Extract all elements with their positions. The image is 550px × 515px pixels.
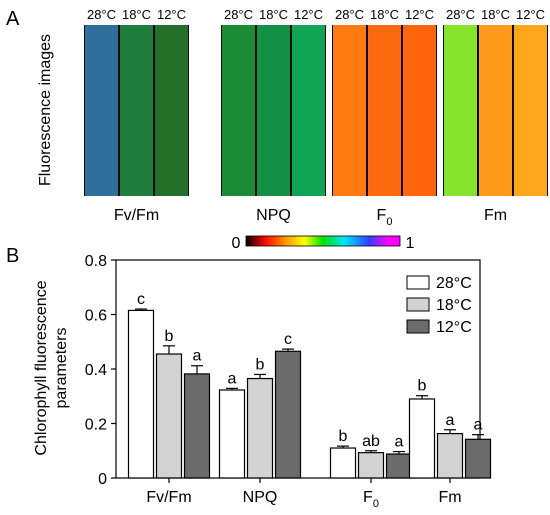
significance-letter: a bbox=[474, 417, 483, 434]
bar bbox=[357, 452, 385, 479]
significance-letter: b bbox=[339, 428, 348, 445]
significance-letter: c bbox=[137, 291, 145, 308]
leaf-strip bbox=[333, 25, 366, 196]
significance-letter: a bbox=[395, 434, 404, 451]
bar bbox=[274, 350, 302, 479]
y-tick-label: 0.4 bbox=[85, 362, 107, 379]
scale-min-label: 0 bbox=[232, 235, 241, 252]
temperature-label: 12°C bbox=[516, 7, 545, 22]
y-axis-title-line2: parameters bbox=[53, 328, 70, 409]
bar bbox=[436, 432, 464, 479]
temperature-label: 28°C bbox=[335, 7, 364, 22]
legend-label-12c: 12°C bbox=[436, 319, 472, 336]
leaf-strip bbox=[222, 25, 255, 196]
significance-letter: a bbox=[193, 348, 202, 365]
bar bbox=[329, 447, 357, 479]
temperature-label: 12°C bbox=[405, 7, 434, 22]
parameter-label: Fv/Fm bbox=[114, 207, 159, 224]
panel-b-label: B bbox=[6, 245, 19, 267]
legend-swatch-18c bbox=[406, 297, 430, 312]
bar bbox=[385, 453, 413, 479]
bar bbox=[127, 309, 155, 479]
fluorescence-images-label: Fluorescence images bbox=[37, 34, 54, 186]
legend-label-18c: 18°C bbox=[436, 297, 472, 314]
leaf-strip bbox=[155, 25, 188, 196]
temperature-label: 12°C bbox=[157, 7, 186, 22]
bar bbox=[464, 438, 492, 479]
temperature-label: 18°C bbox=[481, 7, 510, 22]
leaf-strip bbox=[403, 25, 436, 196]
leaf-strip bbox=[257, 25, 290, 196]
parameter-label: Fm bbox=[484, 207, 507, 224]
temperature-label: 12°C bbox=[294, 7, 323, 22]
temperature-label: 18°C bbox=[370, 7, 399, 22]
temperature-label: 28°C bbox=[446, 7, 475, 22]
x-tick-label: Fv/Fm bbox=[146, 489, 191, 506]
bar bbox=[218, 389, 246, 479]
color-scale-bar bbox=[245, 235, 401, 247]
panel-a-label: A bbox=[6, 8, 20, 30]
leaf-strip bbox=[120, 25, 153, 196]
temperature-label: 28°C bbox=[224, 7, 253, 22]
y-tick-label: 0 bbox=[98, 471, 107, 488]
bar bbox=[246, 377, 274, 479]
temperature-label: 28°C bbox=[87, 7, 116, 22]
legend-swatch-12c bbox=[406, 319, 430, 334]
leaf-strip bbox=[292, 25, 325, 196]
bar bbox=[183, 373, 211, 479]
leaf-strip bbox=[368, 25, 401, 196]
y-tick-label: 0.6 bbox=[85, 308, 107, 325]
bar bbox=[408, 398, 436, 479]
y-tick-label: 0.8 bbox=[85, 253, 107, 270]
significance-letter: b bbox=[418, 378, 427, 395]
significance-letter: c bbox=[284, 331, 292, 348]
x-tick-label: Fm bbox=[438, 489, 461, 506]
significance-letter: b bbox=[256, 356, 265, 373]
leaf-strip bbox=[85, 25, 118, 196]
temperature-label: 18°C bbox=[259, 7, 288, 22]
parameter-label: NPQ bbox=[256, 207, 291, 224]
significance-letter: a bbox=[446, 412, 455, 429]
x-tick-label: F0 bbox=[363, 489, 379, 510]
legend: 28°C 18°C 12°C bbox=[406, 275, 472, 336]
scale-max-label: 1 bbox=[406, 235, 415, 252]
y-axis-title-line1: Chlorophyll fluorescence bbox=[33, 280, 50, 455]
significance-letter: b bbox=[165, 328, 174, 345]
temperature-label: 18°C bbox=[122, 7, 151, 22]
leaf-strip bbox=[479, 25, 512, 196]
significance-letter: ab bbox=[362, 433, 380, 450]
bar bbox=[155, 353, 183, 479]
parameter-label: F0 bbox=[377, 207, 393, 228]
significance-letter: a bbox=[228, 370, 237, 387]
legend-label-28c: 28°C bbox=[436, 275, 472, 292]
y-tick-label: 0.2 bbox=[85, 417, 107, 434]
x-tick-label: NPQ bbox=[243, 489, 278, 506]
legend-swatch-28c bbox=[406, 275, 430, 290]
leaf-strip bbox=[444, 25, 477, 196]
leaf-strip bbox=[514, 25, 547, 196]
fluorescence-image-panels: 28°C 18°C 12°C Fv/Fm 28°C 18°C 12°C NPQ 28°C 18°C… bbox=[84, 7, 548, 228]
